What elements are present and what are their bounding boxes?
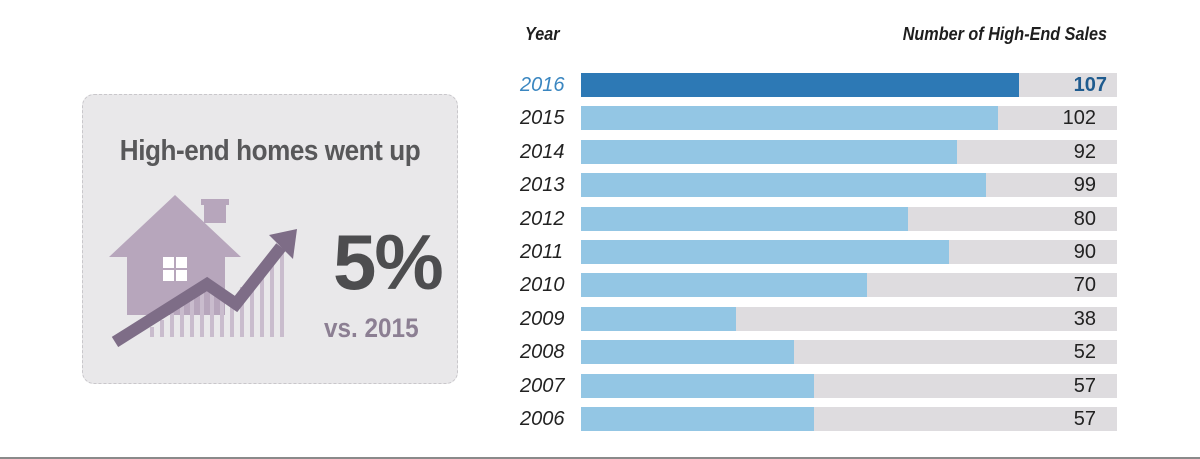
bar [581,273,868,298]
bar-row: 2009 38 [0,306,1200,331]
bar-value-label: 102 [1062,107,1096,130]
bar [581,73,1019,97]
bar-track [581,340,1117,365]
bar [581,340,794,365]
bar-row: 2007 57 [0,373,1200,398]
year-label: 2011 [520,241,564,263]
year-label: 2012 [520,207,565,230]
bar-track [581,139,1117,164]
bar-row: 2006 57 [0,407,1200,431]
bar-track [581,306,1117,331]
year-label: 2009 [520,307,565,330]
bar [581,139,958,164]
summary-card: High-end homes went up [82,94,458,384]
bar-track [581,273,1117,298]
house-with-rising-arrow-icon [109,195,297,347]
year-label: 2008 [520,341,565,364]
year-label: 2010 [520,274,565,297]
comparison-label: vs. 2015 [324,313,419,343]
bottom-divider [0,457,1200,459]
bar-row: 2012 80 [0,206,1200,231]
bar-track [581,407,1117,431]
bar-value-label: 52 [1073,341,1096,364]
bar-row: 2010 70 [0,273,1200,298]
bar-track [581,240,1117,264]
bar [581,306,737,331]
year-label: 2013 [520,174,565,197]
percent-change: 5% [333,218,444,306]
bar-value-label: 90 [1073,241,1096,263]
bar-value-label: 80 [1073,207,1096,230]
year-label: 2016 [520,74,565,96]
year-label: 2006 [520,408,565,430]
bar-value-label: 99 [1073,174,1096,197]
bar [581,173,987,198]
bar-track [581,373,1117,398]
bar-track [581,206,1117,231]
bar-row: 2014 92 [0,139,1200,164]
bar-value-label: 57 [1073,408,1096,430]
bar [581,407,815,431]
year-label: 2015 [520,107,565,130]
bar [581,106,999,131]
bar-value-label: 107 [1073,74,1107,96]
bar-value-label: 57 [1073,374,1096,397]
bar-value-label: 70 [1073,274,1096,297]
bar-row: 2013 99 [0,173,1200,198]
bar-track [581,173,1117,198]
year-label: 2007 [520,374,565,397]
bar [581,373,815,398]
year-label: 2014 [520,140,565,163]
bar [581,240,950,264]
bar-row: 2011 90 [0,240,1200,264]
bar-value-label: 92 [1073,140,1096,163]
year-column-header: Year [525,24,560,44]
bar-row: 2015 102 [0,106,1200,131]
card-title: High-end homes went up [119,135,421,167]
bar-row: 2016 107 [0,73,1200,97]
bar-track [581,106,1117,131]
bar-track [581,73,1117,97]
bar-value-label: 38 [1073,307,1096,330]
bar-row: 2008 52 [0,340,1200,365]
sales-column-header: Number of High-End Sales [902,24,1107,44]
bar [581,206,909,231]
